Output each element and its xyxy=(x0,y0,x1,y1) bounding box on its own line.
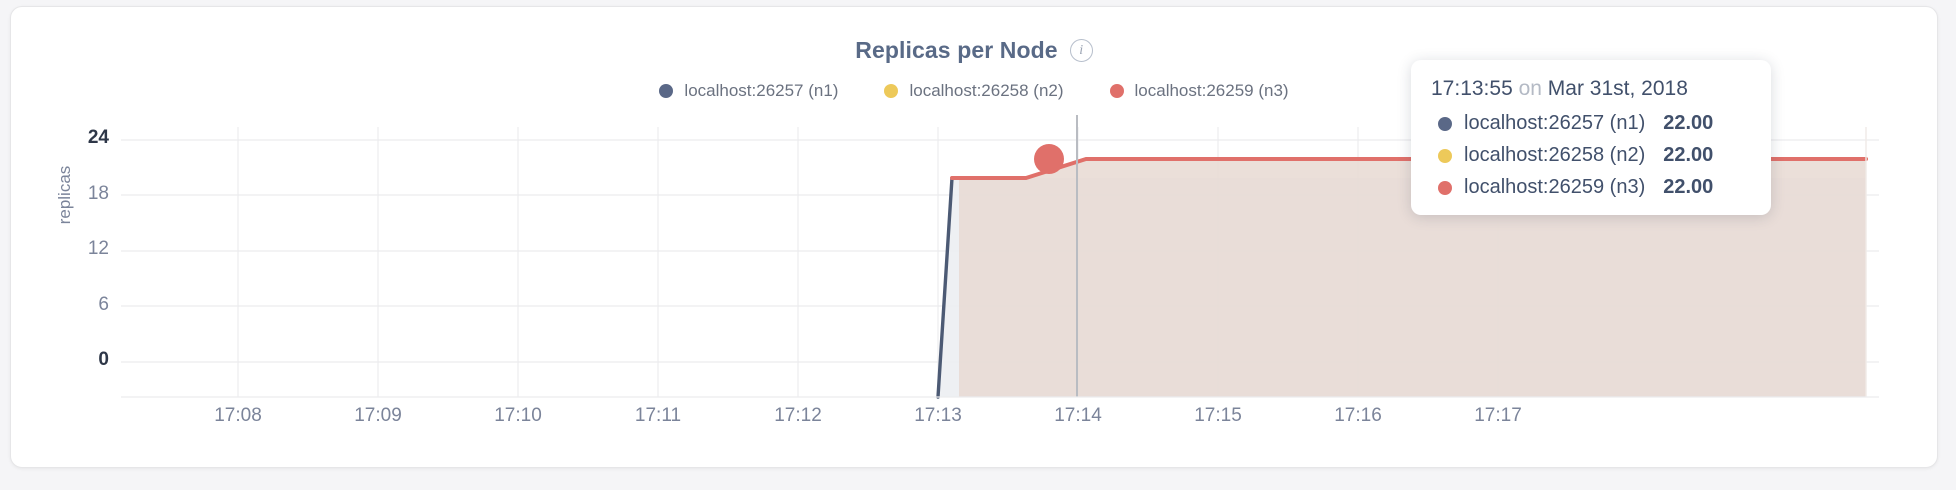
hover-tooltip: 17:13:55 on Mar 31st, 2018 localhost:262… xyxy=(1411,60,1771,215)
legend-dot-n3 xyxy=(1109,84,1124,98)
series-line-n1 xyxy=(936,176,954,399)
tooltip-dot-n2 xyxy=(1438,148,1452,163)
tooltip-dot-n1 xyxy=(1438,116,1452,131)
tooltip-value-n3: 22.00 xyxy=(1663,176,1714,198)
card-header: Replicas per Node i xyxy=(11,37,1937,64)
tooltip-label-n1: localhost:26257 (n1) xyxy=(1464,112,1646,134)
legend-dot-n2 xyxy=(884,84,899,98)
y-tick-12: 12 xyxy=(87,238,109,259)
x-tick-1713: 17:13 xyxy=(914,405,962,426)
tooltip-label-n3: localhost:26259 (n3) xyxy=(1464,176,1646,198)
x-tick-1712: 17:12 xyxy=(774,405,822,426)
x-tick-1708: 17:08 xyxy=(214,405,262,426)
legend-item-n1[interactable]: localhost:26257 (n1) xyxy=(659,81,838,101)
tooltip-value-n2: 22.00 xyxy=(1663,144,1714,166)
tooltip-row-n1: localhost:26257 (n1) 22.00 xyxy=(1438,112,1749,135)
tooltip-time: 17:13:55 xyxy=(1431,77,1513,100)
tooltip-value-n1: 22.00 xyxy=(1663,112,1714,134)
page-title: Replicas per Node xyxy=(855,37,1058,63)
tooltip-dot-n3 xyxy=(1438,180,1452,195)
series-area-n3 xyxy=(959,159,1866,397)
y-tick-6: 6 xyxy=(98,294,109,315)
x-tick-1709: 17:09 xyxy=(354,405,402,426)
legend-item-n3[interactable]: localhost:26259 (n3) xyxy=(1109,81,1289,101)
tooltip-header: 17:13:55 on Mar 31st, 2018 xyxy=(1431,77,1749,101)
legend-item-n2[interactable]: localhost:26258 (n2) xyxy=(884,81,1064,101)
y-tick-0: 0 xyxy=(98,349,109,370)
legend-dot-n1 xyxy=(659,84,674,98)
tooltip-row-n2: localhost:26258 (n2) 22.00 xyxy=(1438,144,1749,167)
replicas-per-node-card: Replicas per Node i localhost:26257 (n1)… xyxy=(10,6,1938,468)
y-tick-24: 24 xyxy=(87,127,109,148)
x-tick-1716: 17:16 xyxy=(1334,405,1382,426)
info-icon[interactable]: i xyxy=(1069,39,1093,62)
legend-label-n2: localhost:26258 (n2) xyxy=(909,81,1064,100)
legend-label-n1: localhost:26257 (n1) xyxy=(684,81,839,100)
tooltip-row-n3: localhost:26259 (n3) 22.00 xyxy=(1438,176,1749,199)
x-tick-1717: 17:17 xyxy=(1474,405,1522,426)
tooltip-on-word: on xyxy=(1518,77,1542,100)
legend-label-n3: localhost:26259 (n3) xyxy=(1134,81,1289,100)
chart-legend: localhost:26257 (n1) localhost:26258 (n2… xyxy=(11,81,1937,101)
hover-point-marker[interactable] xyxy=(1034,144,1064,174)
y-tick-18: 18 xyxy=(87,183,109,204)
x-tick-1710: 17:10 xyxy=(494,405,542,426)
x-tick-1711: 17:11 xyxy=(634,405,682,426)
tooltip-label-n2: localhost:26258 (n2) xyxy=(1464,144,1646,166)
tooltip-date: Mar 31st, 2018 xyxy=(1547,77,1688,100)
x-tick-1714: 17:14 xyxy=(1054,405,1102,426)
x-tick-1715: 17:15 xyxy=(1194,405,1242,426)
